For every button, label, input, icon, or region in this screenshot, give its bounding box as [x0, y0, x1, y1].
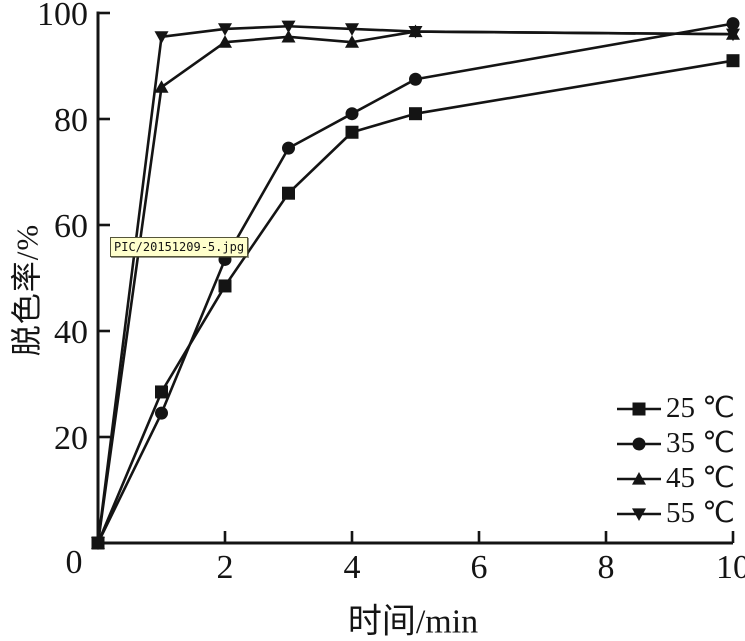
marker-circle-icon [409, 72, 422, 86]
x-tick-label: 6 [471, 549, 488, 586]
marker-circle-icon [632, 437, 646, 450]
marker-square-icon [282, 186, 295, 200]
y-tick-label: 100 [37, 0, 88, 33]
marker-circle-icon [155, 406, 168, 420]
marker-square-icon [218, 279, 232, 293]
y-axis-title: 脱色率/% [9, 223, 45, 357]
x-tick-label: 8 [598, 549, 615, 586]
marker-triangle-up-icon [345, 35, 359, 48]
marker-triangle-up-icon [632, 471, 646, 485]
legend-key-icon [617, 471, 661, 485]
marker-circle-icon [726, 17, 740, 31]
legend-key-icon [617, 402, 661, 415]
legend-item: 35 ℃ [615, 426, 735, 461]
marker-square-icon [632, 402, 646, 415]
legend-key-icon [617, 507, 661, 521]
legend-key-icon [617, 437, 661, 450]
marker-triangle-down-icon [154, 31, 169, 44]
file-path-overlay: PIC/20151209-5.jpg [110, 237, 249, 257]
legend-label: 55 ℃ [666, 497, 735, 529]
marker-triangle-down-icon [726, 28, 740, 42]
marker-square-icon [345, 125, 359, 139]
marker-triangle-up-icon [154, 80, 169, 93]
y-tick-label: 60 [54, 208, 88, 245]
marker-triangle-down-icon [345, 23, 359, 36]
marker-triangle-down-icon [632, 507, 646, 521]
marker-triangle-up-icon [218, 35, 232, 48]
y-tick-label: 20 [54, 420, 88, 457]
legend-label: 45 ℃ [666, 462, 735, 494]
marker-square-icon [409, 107, 422, 121]
marker-triangle-down-icon [218, 23, 232, 36]
legend-label: 25 ℃ [666, 392, 735, 424]
x-tick-label: 2 [217, 549, 234, 586]
marker-square-icon [726, 54, 740, 68]
marker-triangle-up-icon [281, 29, 296, 43]
origin-tick-label: 0 [66, 544, 83, 581]
y-tick-label: 40 [54, 314, 88, 351]
marker-circle-icon [345, 107, 359, 121]
legend-item: 45 ℃ [615, 461, 735, 496]
marker-square-icon [155, 385, 168, 399]
marker-circle-icon [282, 141, 295, 155]
x-tick-label: 4 [344, 549, 361, 586]
marker-triangle-down-icon [91, 537, 105, 550]
marker-triangle-down-icon [281, 20, 296, 34]
x-axis-title: 时间/min [347, 603, 479, 641]
y-tick-label: 80 [54, 102, 88, 139]
x-tick-label: 10 [716, 549, 745, 586]
legend-item: 55 ℃ [615, 496, 735, 531]
marker-triangle-down-icon [408, 25, 423, 39]
legend-item: 25 ℃ [615, 391, 735, 426]
legend-label: 35 ℃ [666, 427, 735, 459]
legend: 25 ℃ 35 ℃ 45 ℃ 55 ℃ [615, 391, 735, 531]
